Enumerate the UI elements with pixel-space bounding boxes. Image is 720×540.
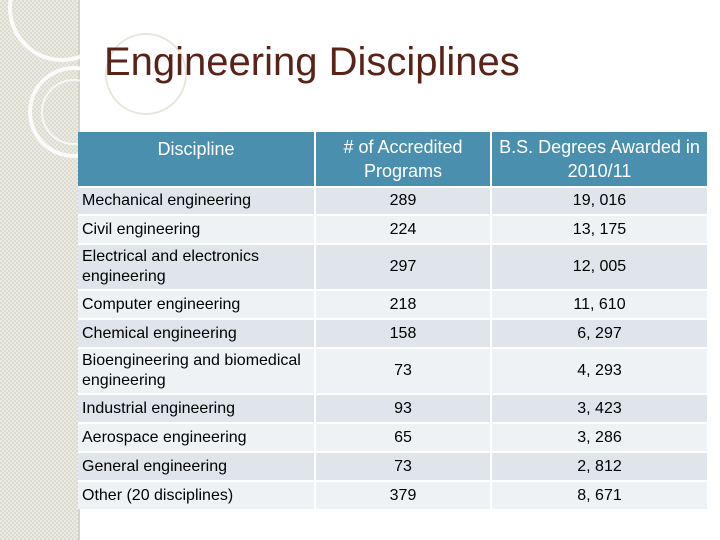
degrees-cell: 2, 812 [492,451,707,480]
header-degrees: B.S. Degrees Awarded in 2010/11 [492,132,707,186]
table-header-row: Discipline # of Accredited Programs B.S.… [78,132,707,186]
programs-cell: 218 [316,289,492,318]
side-pattern-panel [0,0,78,540]
page-title: Engineering Disciplines [104,40,520,84]
header-programs: # of Accredited Programs [316,132,492,186]
discipline-cell: Other (20 disciplines) [78,480,316,509]
degrees-cell: 13, 175 [492,214,707,243]
degrees-cell: 6, 297 [492,318,707,347]
table-row: Mechanical engineering 289 19, 016 [78,186,707,214]
table-row: Chemical engineering 158 6, 297 [78,318,707,347]
discipline-cell: Chemical engineering [78,318,316,347]
programs-cell: 158 [316,318,492,347]
degrees-cell: 11, 610 [492,289,707,318]
discipline-cell: Electrical and electronics engineering [78,243,316,289]
degrees-cell: 19, 016 [492,186,707,214]
table-row: Industrial engineering 93 3, 423 [78,393,707,422]
table-row: Other (20 disciplines) 379 8, 671 [78,480,707,509]
discipline-cell: Industrial engineering [78,393,316,422]
discipline-cell: General engineering [78,451,316,480]
table-row: Computer engineering 218 11, 610 [78,289,707,318]
discipline-cell: Bioengineering and biomedical engineerin… [78,347,316,393]
table-row: Aerospace engineering 65 3, 286 [78,422,707,451]
programs-cell: 289 [316,186,492,214]
degrees-cell: 4, 293 [492,347,707,393]
degrees-cell: 8, 671 [492,480,707,509]
degrees-cell: 3, 286 [492,422,707,451]
table-row: Electrical and electronics engineering 2… [78,243,707,289]
decorative-circles [8,0,187,158]
header-discipline: Discipline [78,132,316,186]
discipline-cell: Aerospace engineering [78,422,316,451]
degrees-cell: 3, 423 [492,393,707,422]
discipline-cell: Civil engineering [78,214,316,243]
disciplines-table: Discipline # of Accredited Programs B.S.… [78,132,707,509]
programs-cell: 93 [316,393,492,422]
degrees-cell: 12, 005 [492,243,707,289]
table-row: Civil engineering 224 13, 175 [78,214,707,243]
programs-cell: 73 [316,451,492,480]
programs-cell: 73 [316,347,492,393]
programs-cell: 297 [316,243,492,289]
table-row: General engineering 73 2, 812 [78,451,707,480]
programs-cell: 65 [316,422,492,451]
programs-cell: 224 [316,214,492,243]
discipline-cell: Mechanical engineering [78,186,316,214]
discipline-cell: Computer engineering [78,289,316,318]
table-row: Bioengineering and biomedical engineerin… [78,347,707,393]
programs-cell: 379 [316,480,492,509]
